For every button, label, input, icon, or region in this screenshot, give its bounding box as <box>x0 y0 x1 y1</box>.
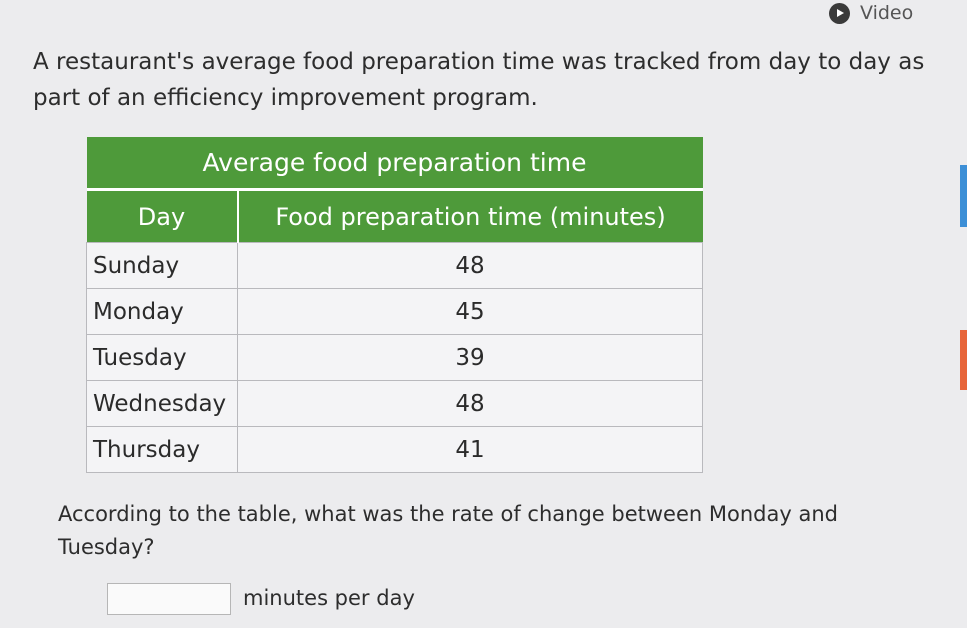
time-cell: 45 <box>237 288 703 335</box>
side-tab-orange[interactable] <box>960 330 967 390</box>
play-icon <box>829 2 850 24</box>
day-cell: Wednesday <box>86 380 238 427</box>
table-header-row: Day Food preparation time (minutes) <box>86 189 703 243</box>
column-header-time: Food preparation time (minutes) <box>237 189 703 243</box>
day-cell: Sunday <box>86 242 238 289</box>
problem-intro: A restaurant's average food preparation … <box>33 49 925 111</box>
time-cell: 48 <box>237 380 703 427</box>
answer-input[interactable] <box>107 583 231 615</box>
table-row: Tuesday 39 <box>86 334 703 381</box>
time-cell: 39 <box>237 334 703 381</box>
time-cell: 41 <box>237 426 703 473</box>
question-text: According to the table, what was the rat… <box>58 502 838 559</box>
day-cell: Tuesday <box>86 334 238 381</box>
table-row: Monday 45 <box>86 288 703 335</box>
video-label: Video <box>860 2 914 24</box>
video-button[interactable]: Video <box>829 2 913 24</box>
time-cell: 48 <box>237 242 703 289</box>
day-cell: Monday <box>86 288 238 335</box>
table-row: Thursday 41 <box>86 426 703 473</box>
day-cell: Thursday <box>86 426 238 473</box>
prep-time-table: Average food preparation time Day Food p… <box>86 137 703 473</box>
table-row: Wednesday 48 <box>86 380 703 427</box>
table-title-row: Average food preparation time <box>86 137 703 191</box>
column-header-day: Day <box>86 189 239 243</box>
table-row: Sunday 48 <box>86 242 703 289</box>
side-tab-blue[interactable] <box>960 165 967 227</box>
answer-unit-label: minutes per day <box>243 586 415 610</box>
table-title: Average food preparation time <box>86 137 703 191</box>
